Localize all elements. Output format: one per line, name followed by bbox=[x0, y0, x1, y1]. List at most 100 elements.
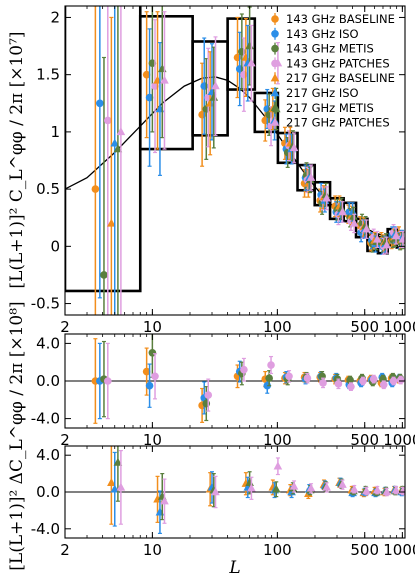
x-tick-label: 100 bbox=[263, 541, 292, 559]
data-point bbox=[369, 375, 378, 383]
x-tick-label: 1000 bbox=[383, 318, 415, 336]
data-point bbox=[362, 224, 371, 233]
plot-area bbox=[65, 6, 405, 315]
data-point bbox=[116, 482, 126, 491]
x-tick-label: 100 bbox=[263, 318, 292, 336]
bandpower-box bbox=[65, 6, 142, 293]
data-point bbox=[91, 185, 100, 193]
data-point bbox=[349, 484, 359, 493]
legend-marker bbox=[271, 59, 279, 68]
x-tick-label: 100 bbox=[263, 431, 292, 449]
y-tick-label: -4.0 bbox=[31, 520, 60, 538]
data-point bbox=[113, 457, 123, 466]
data-point bbox=[160, 496, 169, 505]
data-point bbox=[104, 116, 112, 125]
data-point bbox=[289, 143, 299, 152]
data-point bbox=[204, 391, 213, 399]
x-axis-title: L bbox=[228, 558, 240, 578]
legend-label: 143 GHz BASELINE bbox=[286, 12, 395, 26]
data-point bbox=[338, 479, 347, 488]
data-point bbox=[289, 481, 299, 490]
legend-marker bbox=[270, 117, 280, 126]
data-point bbox=[160, 75, 169, 84]
data-point bbox=[104, 377, 112, 385]
y-tick-label: 2 bbox=[50, 8, 60, 26]
x-axis-title: L bbox=[228, 558, 240, 578]
data-point bbox=[372, 485, 382, 494]
legend-marker bbox=[271, 15, 279, 23]
x-tick-label: 500 bbox=[350, 318, 379, 336]
data-point bbox=[391, 231, 401, 240]
difference-panel-143: 2 10 100 5001000 4.0 0.0 -4.0 bbox=[31, 333, 415, 449]
y-tick-label: 4.0 bbox=[36, 446, 60, 464]
data-point bbox=[265, 374, 273, 382]
data-point bbox=[113, 144, 123, 153]
legend-label: 143 GHz ISO bbox=[286, 27, 359, 41]
data-point bbox=[116, 127, 126, 136]
data-point bbox=[391, 485, 401, 494]
data-point bbox=[306, 172, 316, 181]
data-point bbox=[285, 372, 293, 381]
x-tick-label: 2 bbox=[60, 431, 70, 449]
data-point bbox=[142, 367, 151, 376]
y-axis-titles: [L(L+1)]² C_L^φφ / 2π [×10⁷] [L(L+1)]² ΔC… bbox=[7, 31, 27, 570]
data-point bbox=[338, 207, 347, 216]
plot-area bbox=[65, 334, 405, 424]
data-point bbox=[318, 372, 326, 381]
data-point bbox=[334, 380, 343, 388]
x-tick-label: 10 bbox=[143, 318, 162, 336]
bandpower-box bbox=[253, 91, 280, 134]
data-point bbox=[306, 483, 316, 492]
y-tick-label: 0.5 bbox=[36, 180, 60, 198]
data-point bbox=[110, 138, 120, 147]
data-point bbox=[145, 381, 154, 390]
data-point bbox=[382, 487, 392, 496]
data-point bbox=[398, 234, 405, 243]
x-tick-label: 500 bbox=[350, 431, 379, 449]
difference-y-axis-title: [L(L+1)]² ΔC_L^φφ / 2π [×10⁸] bbox=[7, 301, 27, 570]
y-tick-label: 4.0 bbox=[36, 334, 60, 352]
data-point bbox=[382, 240, 392, 249]
data-point bbox=[322, 482, 331, 491]
data-point bbox=[359, 377, 367, 385]
y-tick-label: 0.0 bbox=[36, 372, 60, 390]
data-point bbox=[100, 271, 108, 279]
plot-area bbox=[65, 446, 405, 535]
legend-label: 217 GHz BASELINE bbox=[286, 71, 395, 85]
data-point bbox=[349, 218, 359, 227]
data-point bbox=[389, 377, 398, 385]
data-point bbox=[247, 483, 256, 492]
data-point bbox=[346, 376, 354, 384]
data-point bbox=[372, 234, 382, 243]
x-tick-label: 10 bbox=[143, 431, 162, 449]
legend-marker bbox=[271, 44, 279, 53]
y-tick-label: 0.0 bbox=[36, 483, 60, 501]
y-tick-label: 1.5 bbox=[36, 66, 60, 84]
main-panel: 2 10 100 5001000 -0.5 0 0.5 1 1.5 2 bbox=[31, 5, 415, 336]
data-point bbox=[145, 93, 154, 102]
legend-marker bbox=[270, 88, 280, 97]
x-tick-label: 1000 bbox=[383, 431, 415, 449]
data-point bbox=[107, 478, 116, 486]
legend-label: 217 GHz METIS bbox=[286, 101, 374, 115]
legend-label: 217 GHz PATCHES bbox=[286, 116, 390, 130]
y-tick-label: -0.5 bbox=[31, 295, 60, 313]
y-tick-label: 1 bbox=[50, 123, 60, 141]
legend-marker bbox=[271, 30, 279, 38]
data-point bbox=[247, 58, 256, 67]
data-point bbox=[267, 361, 275, 369]
data-point bbox=[142, 70, 151, 79]
data-point bbox=[271, 484, 281, 493]
legend-label: 143 GHz PATCHES bbox=[286, 56, 390, 70]
legend-label: 217 GHz ISO bbox=[286, 86, 359, 100]
data-point bbox=[107, 218, 116, 227]
data-point bbox=[396, 376, 405, 384]
x-tick-label: 2 bbox=[60, 541, 70, 559]
data-point bbox=[211, 81, 220, 90]
panel-frame bbox=[64, 5, 406, 316]
main-y-axis-title: [L(L+1)]² C_L^φφ / 2π [×10⁷] bbox=[7, 31, 27, 288]
difference-panel-217: 2 10 100 5001000 4.0 0.0 -4.0 bbox=[31, 445, 415, 559]
data-point bbox=[347, 382, 355, 391]
